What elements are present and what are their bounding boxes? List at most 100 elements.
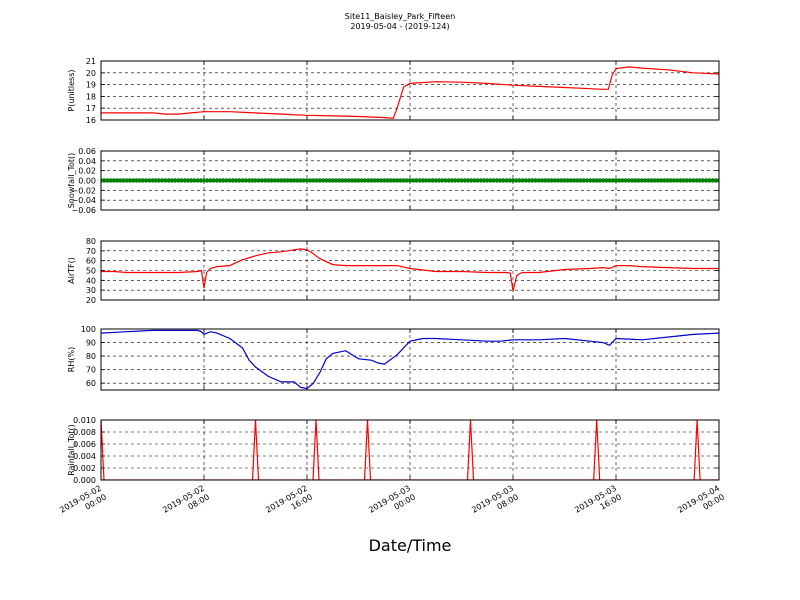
data-point bbox=[160, 178, 165, 183]
data-point bbox=[517, 178, 522, 183]
data-point bbox=[111, 178, 117, 183]
y-tick-label: 0.006 bbox=[73, 440, 96, 449]
y-tick-label: 18 bbox=[86, 92, 96, 101]
data-point bbox=[172, 178, 178, 183]
data-point bbox=[346, 178, 351, 183]
y-tick-label: 0.000 bbox=[73, 476, 96, 485]
data-point bbox=[398, 178, 403, 183]
data-point bbox=[237, 178, 242, 183]
data-point bbox=[623, 178, 628, 183]
data-point bbox=[288, 178, 294, 183]
data-point bbox=[684, 178, 689, 183]
data-point bbox=[150, 178, 155, 183]
data-point bbox=[665, 178, 670, 183]
data-point bbox=[713, 178, 718, 183]
data-point bbox=[394, 178, 400, 183]
series-group bbox=[101, 329, 719, 390]
data-point bbox=[565, 178, 570, 183]
data-point bbox=[147, 178, 152, 183]
data-point bbox=[604, 178, 609, 183]
data-point bbox=[697, 178, 702, 183]
data-point bbox=[485, 178, 490, 183]
data-point bbox=[475, 178, 480, 183]
data-point bbox=[185, 178, 191, 183]
data-point bbox=[311, 178, 316, 183]
y-tick-label: −0.04 bbox=[71, 196, 96, 205]
data-point bbox=[452, 178, 458, 183]
data-point bbox=[678, 178, 683, 183]
data-point bbox=[626, 178, 632, 183]
y-tick-label: 100 bbox=[81, 325, 96, 334]
data-point bbox=[127, 178, 133, 183]
data-point bbox=[633, 178, 638, 183]
data-point bbox=[240, 178, 245, 183]
data-point bbox=[327, 178, 332, 183]
data-point bbox=[243, 178, 248, 183]
y-tick-label: 90 bbox=[86, 339, 96, 348]
y-tick-label: 30 bbox=[86, 286, 96, 295]
data-point bbox=[546, 178, 551, 183]
data-point bbox=[440, 178, 445, 183]
data-point bbox=[308, 178, 313, 183]
y-tick-label: 0.04 bbox=[78, 157, 96, 166]
data-point bbox=[510, 178, 516, 183]
data-point bbox=[401, 178, 406, 183]
data-point bbox=[169, 178, 174, 183]
data-point bbox=[188, 178, 194, 183]
y-tick-label: 80 bbox=[86, 352, 96, 361]
data-point bbox=[610, 178, 615, 183]
data-point bbox=[497, 178, 503, 183]
data-point bbox=[539, 178, 545, 183]
data-point bbox=[205, 178, 210, 183]
data-point bbox=[423, 178, 429, 183]
y-axis-label: Snowfall_Tot() bbox=[67, 153, 76, 209]
data-point bbox=[591, 178, 596, 183]
data-point bbox=[552, 178, 557, 183]
data-point bbox=[700, 178, 706, 183]
data-point bbox=[594, 178, 599, 183]
y-tick-label: 80 bbox=[86, 237, 96, 246]
data-point bbox=[469, 178, 474, 183]
data-point bbox=[478, 178, 483, 183]
data-point bbox=[549, 178, 554, 183]
data-point bbox=[533, 178, 538, 183]
data-point bbox=[198, 178, 203, 183]
data-point bbox=[356, 178, 361, 183]
y-tick-label: 21 bbox=[86, 57, 96, 66]
data-point bbox=[137, 178, 142, 183]
y-axis-label: RH(%) bbox=[67, 347, 76, 372]
data-point bbox=[507, 178, 512, 183]
data-point bbox=[320, 178, 326, 183]
data-point bbox=[221, 178, 226, 183]
panels-group: 161718192021P(unitless)−0.06−0.04−0.020.… bbox=[67, 57, 720, 485]
data-point bbox=[491, 178, 496, 183]
data-point bbox=[465, 178, 471, 183]
data-point bbox=[192, 178, 197, 183]
data-point bbox=[263, 178, 268, 183]
y-tick-label: 0.008 bbox=[73, 428, 96, 437]
y-tick-label: 60 bbox=[86, 379, 96, 388]
data-point bbox=[378, 178, 384, 183]
data-point bbox=[246, 178, 252, 183]
y-tick-label: 19 bbox=[86, 81, 96, 90]
data-point bbox=[285, 178, 290, 183]
data-point bbox=[134, 178, 139, 183]
data-point bbox=[710, 178, 715, 183]
data-point bbox=[600, 178, 606, 183]
data-point bbox=[494, 178, 500, 183]
data-point bbox=[301, 178, 306, 183]
y-tick-label: 60 bbox=[86, 257, 96, 266]
data-point bbox=[266, 178, 271, 183]
rain-spike bbox=[312, 420, 320, 480]
data-point bbox=[404, 178, 409, 183]
data-point bbox=[349, 178, 355, 183]
data-point bbox=[597, 178, 603, 183]
rain-spike bbox=[363, 420, 372, 480]
data-point bbox=[646, 178, 651, 183]
data-point bbox=[385, 178, 390, 183]
data-point bbox=[324, 178, 329, 183]
panel-frame bbox=[100, 60, 720, 121]
